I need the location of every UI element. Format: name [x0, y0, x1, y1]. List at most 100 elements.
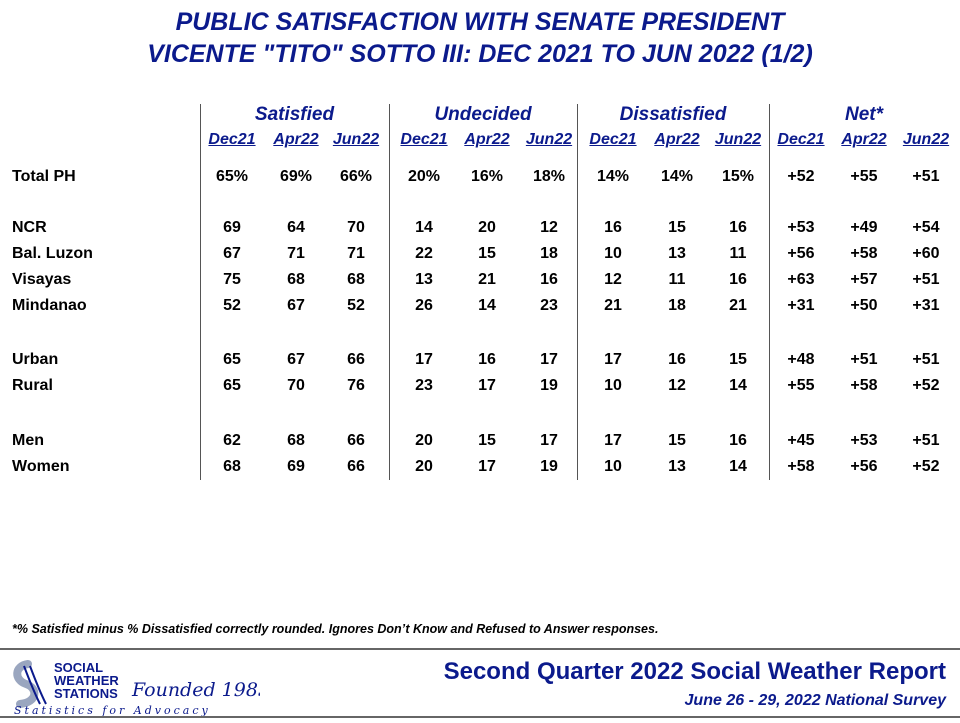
table-cell: 18: [540, 245, 558, 262]
table-cell: 11: [729, 245, 747, 262]
table-cell: 14: [415, 219, 433, 236]
chart-title: PUBLIC SATISFACTION WITH SENATE PRESIDEN…: [0, 6, 960, 70]
table-cell: +58: [850, 377, 878, 394]
logo-founded: Founded 1985: [131, 679, 260, 701]
period-header: Apr22: [841, 131, 887, 148]
table-cell: +49: [850, 219, 878, 236]
table-cell: 14%: [660, 168, 694, 185]
table-cell: 68: [347, 271, 365, 288]
table-cell: 69: [287, 458, 305, 475]
table-cell: 16: [729, 219, 747, 236]
table-cell: +55: [787, 377, 815, 394]
logo-line-3: STATIONS: [54, 686, 118, 701]
table-cell: 64: [287, 219, 305, 236]
row-label: Total PH: [12, 168, 76, 185]
table-cell: +60: [912, 245, 940, 262]
table-cell: 71: [347, 245, 365, 262]
period-header: Dec21: [208, 131, 256, 148]
period-header: Apr22: [273, 131, 319, 148]
table-cell: 21: [729, 297, 747, 314]
table-cell: 17: [540, 432, 558, 449]
table-cell: 10: [604, 458, 622, 475]
table-cell: 15: [478, 245, 496, 262]
table-cell: 19: [540, 377, 558, 394]
row-label: Mindanao: [12, 297, 87, 314]
row-label: Bal. Luzon: [12, 245, 93, 262]
row-label: Urban: [12, 351, 59, 368]
survey-dates: June 26 - 29, 2022 National Survey: [684, 692, 946, 709]
table-cell: 66: [347, 432, 365, 449]
table-cell: 67: [287, 297, 305, 314]
table-cell: +51: [912, 271, 940, 288]
table-cell: 75: [223, 271, 241, 288]
table-cell: +58: [787, 458, 815, 475]
table-cell: +52: [787, 168, 815, 185]
table-cell: 15: [478, 432, 496, 449]
period-header: Apr22: [464, 131, 510, 148]
table-cell: 69: [223, 219, 241, 236]
table-cell: 66: [347, 351, 365, 368]
row-label: Visayas: [12, 271, 72, 288]
bottom-divider: [0, 716, 960, 718]
table-cell: 18%: [532, 168, 566, 185]
table-cell: 17: [478, 377, 496, 394]
group-header: Satisfied: [254, 104, 335, 125]
table-cell: 76: [347, 377, 365, 394]
row-label: Women: [12, 458, 70, 475]
table-cell: +50: [850, 297, 878, 314]
logo-tagline: Statistics for Advocacy: [14, 704, 211, 717]
group-header: Dissatisfied: [619, 104, 727, 125]
table-cell: 17: [604, 432, 622, 449]
table-cell: 14: [478, 297, 496, 314]
table-cell: +48: [787, 351, 815, 368]
table-cell: +57: [850, 271, 878, 288]
table-cell: 23: [540, 297, 558, 314]
table-cell: +56: [787, 245, 815, 262]
table-cell: 19: [540, 458, 558, 475]
footnote: *% Satisfied minus % Dissatisfied correc…: [12, 622, 659, 636]
table-cell: +54: [912, 219, 940, 236]
table-cell: 17: [415, 351, 433, 368]
table-cell: +53: [787, 219, 815, 236]
table-cell: 15: [729, 351, 747, 368]
period-header: Dec21: [589, 131, 637, 148]
table-cell: 14: [729, 458, 747, 475]
table-cell: 68: [287, 271, 305, 288]
table-cell: +51: [912, 432, 940, 449]
logo-line-1: SOCIAL: [54, 660, 103, 675]
table-cell: 16%: [470, 168, 504, 185]
table-cell: 65%: [215, 168, 249, 185]
table-cell: 16: [604, 219, 622, 236]
table-cell: 10: [604, 245, 622, 262]
table-cell: 16: [540, 271, 558, 288]
table-cell: 17: [540, 351, 558, 368]
table-cell: +63: [787, 271, 815, 288]
sws-logo-mark-icon: SOCIAL WEATHER STATIONS Founded 1985 Sta…: [13, 660, 270, 717]
row-label: Rural: [12, 377, 53, 394]
table-cell: +52: [912, 377, 940, 394]
table-cell: 68: [223, 458, 241, 475]
title-line-2: VICENTE "TITO" SOTTO III: DEC 2021 TO JU…: [147, 40, 813, 68]
table-cell: 14%: [596, 168, 630, 185]
row-label: Men: [12, 432, 44, 449]
table-cell: +31: [912, 297, 940, 314]
table-cell: 70: [347, 219, 365, 236]
sws-logo: SOCIAL WEATHER STATIONS Founded 1985 Sta…: [10, 658, 270, 718]
period-header: Jun22: [332, 131, 380, 148]
table-cell: 15: [668, 432, 686, 449]
table-cell: 18: [668, 297, 686, 314]
table-cell: 17: [604, 351, 622, 368]
group-separator: [577, 104, 578, 480]
table-cell: 12: [668, 377, 686, 394]
table-cell: 16: [729, 271, 747, 288]
table-cell: +51: [912, 351, 940, 368]
table-cell: 68: [287, 432, 305, 449]
table-cell: +51: [912, 168, 940, 185]
report-title: Second Quarter 2022 Social Weather Repor…: [443, 658, 946, 685]
table-cell: 23: [415, 377, 433, 394]
table-cell: +58: [850, 245, 878, 262]
table-cell: 20: [478, 219, 496, 236]
table-cell: 22: [415, 245, 433, 262]
period-header: Jun22: [525, 131, 573, 148]
period-header: Dec21: [400, 131, 448, 148]
